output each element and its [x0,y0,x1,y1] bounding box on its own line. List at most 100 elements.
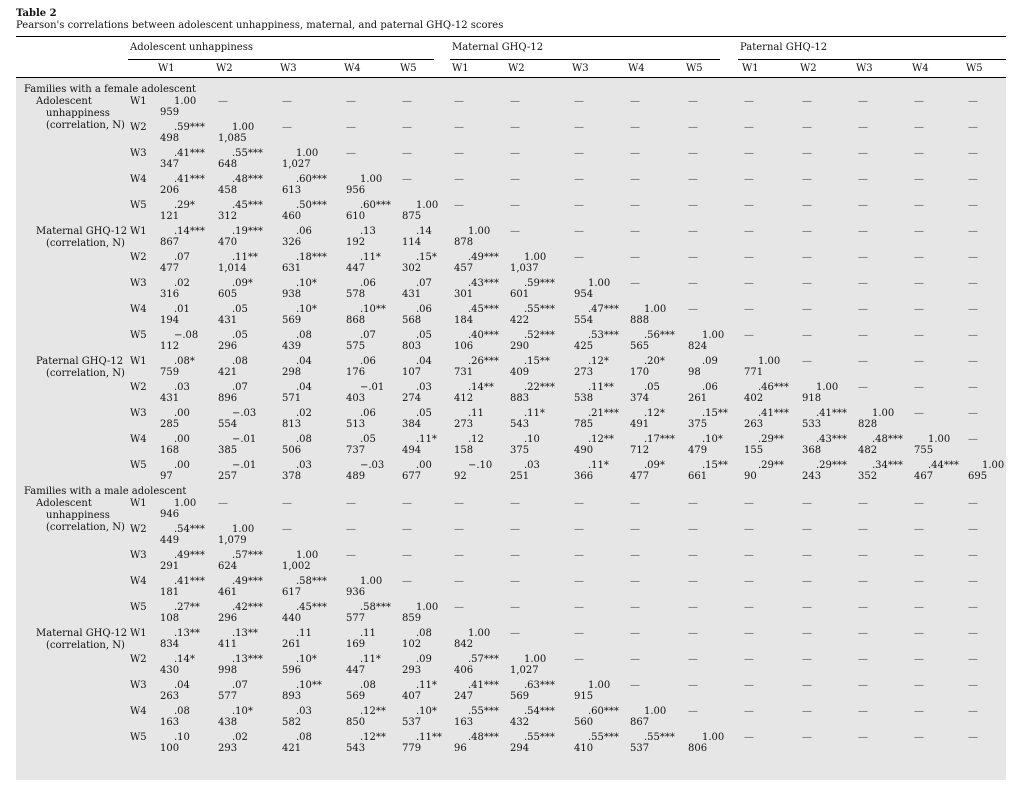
sample-size-cell: 457 [454,263,474,274]
row-wave-label: W2 [130,252,147,263]
sample-size-cell: 915 [574,691,594,702]
empty-cell-dash: — [454,550,464,561]
correlation-cell: .04 [296,356,312,367]
row-wave-label: W2 [130,122,147,133]
empty-cell-dash: — [858,252,868,263]
sample-size-cell: 407 [402,691,422,702]
correlation-cell: .57*** [468,654,499,665]
sample-size-cell: 90 [744,471,757,482]
row-wave-label: W1 [130,96,147,107]
empty-cell-dash: — [688,226,698,237]
sample-size-cell: 181 [160,587,180,598]
correlation-cell: .10* [296,654,317,665]
empty-cell-dash: — [802,148,812,159]
empty-cell-dash: — [402,122,412,133]
empty-cell-dash: — [914,304,924,315]
empty-cell-dash: — [574,576,584,587]
empty-cell-dash: — [630,278,640,289]
correlation-cell: 1.00 [644,304,667,315]
correlation-cell: 1.00 [468,628,491,639]
row-wave-label: W4 [130,304,147,315]
empty-cell-dash: — [744,732,754,743]
empty-cell-dash: — [510,122,520,133]
empty-cell-dash: — [858,330,868,341]
empty-cell-dash: — [914,680,924,691]
correlation-cell: .60*** [360,200,391,211]
sample-size-cell: 537 [630,743,650,754]
sample-size-cell: 998 [218,665,238,676]
correlation-cell: .49*** [174,550,205,561]
empty-cell-dash: — [510,200,520,211]
empty-cell-dash: — [630,122,640,133]
correlation-cell: .20* [644,356,665,367]
empty-cell-dash: — [688,304,698,315]
empty-cell-dash: — [630,550,640,561]
correlation-cell: .14 [416,226,432,237]
correlation-cell: .09 [702,356,718,367]
empty-cell-dash: — [968,174,978,185]
empty-cell-dash: — [858,550,868,561]
correlation-cell: .10 [524,434,540,445]
empty-cell-dash: — [858,200,868,211]
correlation-cell: .48*** [872,434,903,445]
sample-size-cell: 243 [802,471,822,482]
sample-size-cell: 421 [218,367,238,378]
empty-cell-dash: — [454,122,464,133]
column-header-w2: W2 [800,63,817,74]
empty-cell-dash: — [914,498,924,509]
empty-cell-dash: — [914,628,924,639]
empty-cell-dash: — [968,226,978,237]
empty-cell-dash: — [858,602,868,613]
sample-size-cell: 565 [630,341,650,352]
sample-size-cell: 274 [402,393,422,404]
correlation-cell: 1.00 [816,382,839,393]
correlation-cell: .14** [468,382,494,393]
empty-cell-dash: — [346,550,356,561]
empty-cell-dash: — [802,732,812,743]
empty-cell-dash: — [914,226,924,237]
sample-size-cell: 291 [160,561,180,572]
sample-size-cell: 384 [402,419,422,430]
correlation-cell: .56*** [644,330,675,341]
correlation-cell: .10* [232,706,253,717]
sample-size-cell: 102 [402,639,422,650]
empty-cell-dash: — [402,498,412,509]
correlation-cell: .05 [360,434,376,445]
correlation-cell: .55*** [232,148,263,159]
empty-cell-dash: — [574,498,584,509]
empty-cell-dash: — [630,200,640,211]
sample-size-cell: 261 [688,393,708,404]
empty-cell-dash: — [858,304,868,315]
empty-cell-dash: — [744,602,754,613]
sample-size-cell: 425 [574,341,594,352]
empty-cell-dash: — [510,524,520,535]
correlation-cell: .54*** [524,706,555,717]
sample-size-cell: 194 [160,315,180,326]
sample-size-cell: 449 [160,535,180,546]
correlation-cell: 1.00 [416,602,439,613]
correlation-cell: .09* [232,278,253,289]
correlation-cell: 1.00 [296,148,319,159]
empty-cell-dash: — [346,96,356,107]
column-header-w5: W5 [686,63,703,74]
correlation-cell: 1.00 [982,460,1005,471]
sample-size-cell: 578 [346,289,366,300]
sample-size-cell: 100 [160,743,180,754]
empty-cell-dash: — [454,602,464,613]
sample-size-cell: 430 [160,665,180,676]
sample-size-cell: 954 [574,289,594,300]
empty-cell-dash: — [858,524,868,535]
correlation-cell: 1.00 [928,434,951,445]
row-wave-label: W2 [130,382,147,393]
correlation-cell: .12* [644,408,665,419]
sample-size-cell: 247 [454,691,474,702]
empty-cell-dash: — [688,602,698,613]
correlation-cell: .04 [174,680,190,691]
correlation-cell: .55*** [468,706,499,717]
sample-size-cell: 296 [218,341,238,352]
row-group-label: (correlation, N) [46,120,125,131]
correlation-cell: −.08 [174,330,199,341]
correlation-cell: .45*** [468,304,499,315]
correlation-cell: .07 [360,330,376,341]
empty-cell-dash: — [968,434,978,445]
